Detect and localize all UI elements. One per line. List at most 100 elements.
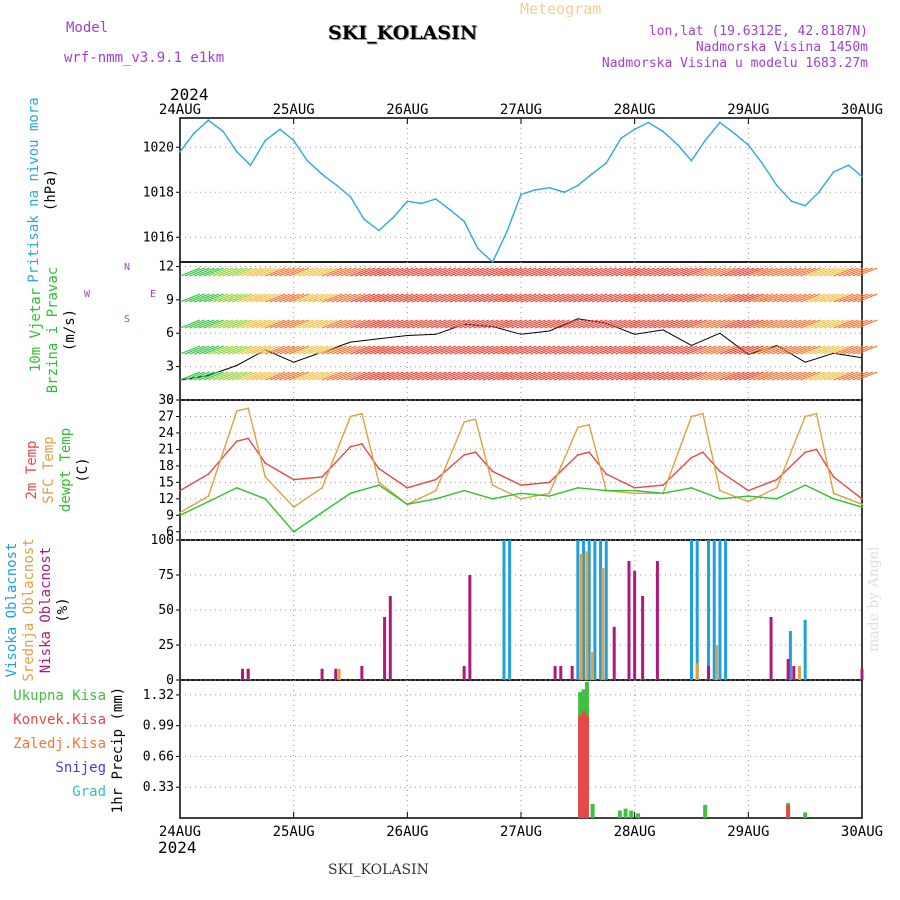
- wind-barb: [392, 371, 414, 381]
- data-point-pressure: [563, 191, 566, 194]
- wind-barb: [790, 371, 812, 381]
- data-point-dewpoint: [605, 489, 608, 492]
- wind-barb: [511, 293, 532, 303]
- wind-barb: [620, 345, 641, 355]
- wind-barb: [596, 345, 618, 355]
- wind-barb: [454, 293, 475, 303]
- data-point-pressure: [747, 144, 750, 146]
- wind-barb: [776, 293, 797, 303]
- wind-barb: [193, 293, 215, 303]
- wind-barb: [511, 267, 532, 277]
- date-tick-bottom: 25AUG: [273, 824, 315, 840]
- data-point-sfc_temp: [520, 497, 522, 500]
- wind-barb: [222, 293, 243, 303]
- wind-barb: [516, 345, 537, 355]
- wind-barb: [482, 345, 504, 355]
- wind-barb: [700, 371, 722, 381]
- data-point-sfc_temp: [179, 511, 181, 514]
- wind-barb: [591, 371, 613, 381]
- wind-barb: [497, 371, 518, 381]
- wind-barb: [283, 319, 305, 329]
- y-tick-label: 1018: [143, 185, 174, 200]
- wind-barb: [525, 345, 546, 355]
- wind-barb: [601, 293, 622, 303]
- data-point-pressure: [590, 173, 593, 176]
- wind-barb: [260, 371, 281, 381]
- wind-barb: [373, 371, 395, 381]
- wind-barb: [577, 371, 599, 381]
- wind-barb: [714, 319, 736, 329]
- wind-barb: [667, 267, 689, 277]
- wind-barb: [179, 293, 201, 303]
- wind-barb: [686, 319, 707, 329]
- bar-cloud_low: [320, 668, 324, 680]
- wind-barb: [762, 371, 783, 381]
- data-point-temp2m: [747, 489, 750, 492]
- wind-barb: [719, 371, 741, 381]
- wind-barb: [317, 319, 338, 329]
- data-point-dewpoint: [719, 497, 721, 500]
- wind-barb: [838, 267, 859, 277]
- wind-barb: [293, 345, 314, 355]
- data-point-dewpoint: [235, 486, 238, 489]
- wind-barb: [534, 267, 556, 277]
- wind-barb: [416, 371, 438, 381]
- wind-barb: [497, 319, 518, 329]
- bar-cloud_high: [724, 540, 728, 680]
- data-point-temp2m: [520, 484, 522, 486]
- wind-barb: [189, 319, 210, 329]
- wind-barb: [624, 319, 646, 329]
- wind-barb: [298, 319, 319, 329]
- wind-barb: [407, 371, 428, 381]
- bar-cloud_low: [559, 666, 563, 680]
- wind-barb: [615, 267, 636, 277]
- wind-barb: [478, 319, 499, 329]
- bar-precip_total: [590, 804, 595, 818]
- wind-barb: [411, 267, 433, 277]
- wind-barb: [615, 371, 636, 381]
- wind-barb: [350, 371, 371, 381]
- wind-barb: [265, 371, 286, 381]
- wind-barb: [250, 293, 272, 303]
- data-point-sfc_temp: [588, 423, 591, 426]
- wind-barb: [435, 371, 456, 381]
- wind-barb: [553, 267, 575, 277]
- bar-cloud_high: [587, 540, 591, 680]
- wind-barb: [317, 345, 338, 355]
- wind-barb: [582, 371, 603, 381]
- wind-barb: [572, 345, 594, 355]
- wind-barb: [241, 267, 262, 277]
- wind-barb: [241, 293, 262, 303]
- wind-barb: [288, 267, 310, 277]
- wind-barb: [369, 345, 390, 355]
- wind-barb: [212, 345, 234, 355]
- data-point-sfc_temp: [235, 410, 238, 412]
- wind-barb: [833, 371, 854, 381]
- wind-barb: [696, 345, 717, 355]
- wind-barb: [629, 319, 651, 329]
- wind-barb: [539, 371, 561, 381]
- y-tick-label: 1.32: [143, 688, 174, 703]
- cloud-axis-label: Niska Oblacnost: [38, 547, 54, 673]
- y-tick-label: 30: [158, 393, 174, 408]
- wind-barb: [781, 319, 802, 329]
- wind-barb: [624, 293, 646, 303]
- wind-barb: [553, 371, 575, 381]
- wind-barb: [511, 319, 532, 329]
- wind-barb: [449, 371, 471, 381]
- wind-barb: [336, 371, 357, 381]
- wind-barb: [454, 319, 475, 329]
- wind-barb: [568, 267, 589, 277]
- wind-barb: [558, 345, 580, 355]
- bar-cloud_low: [627, 561, 631, 680]
- wind-barb: [255, 319, 277, 329]
- wind-barb: [658, 371, 679, 381]
- wind-barb: [752, 267, 774, 277]
- wind-barb: [814, 371, 835, 381]
- wind-barb: [748, 345, 769, 355]
- wind-barb: [189, 267, 210, 277]
- wind-barb: [516, 293, 537, 303]
- wind-barb: [449, 345, 471, 355]
- wind-barb: [823, 267, 845, 277]
- wind-barb: [724, 293, 745, 303]
